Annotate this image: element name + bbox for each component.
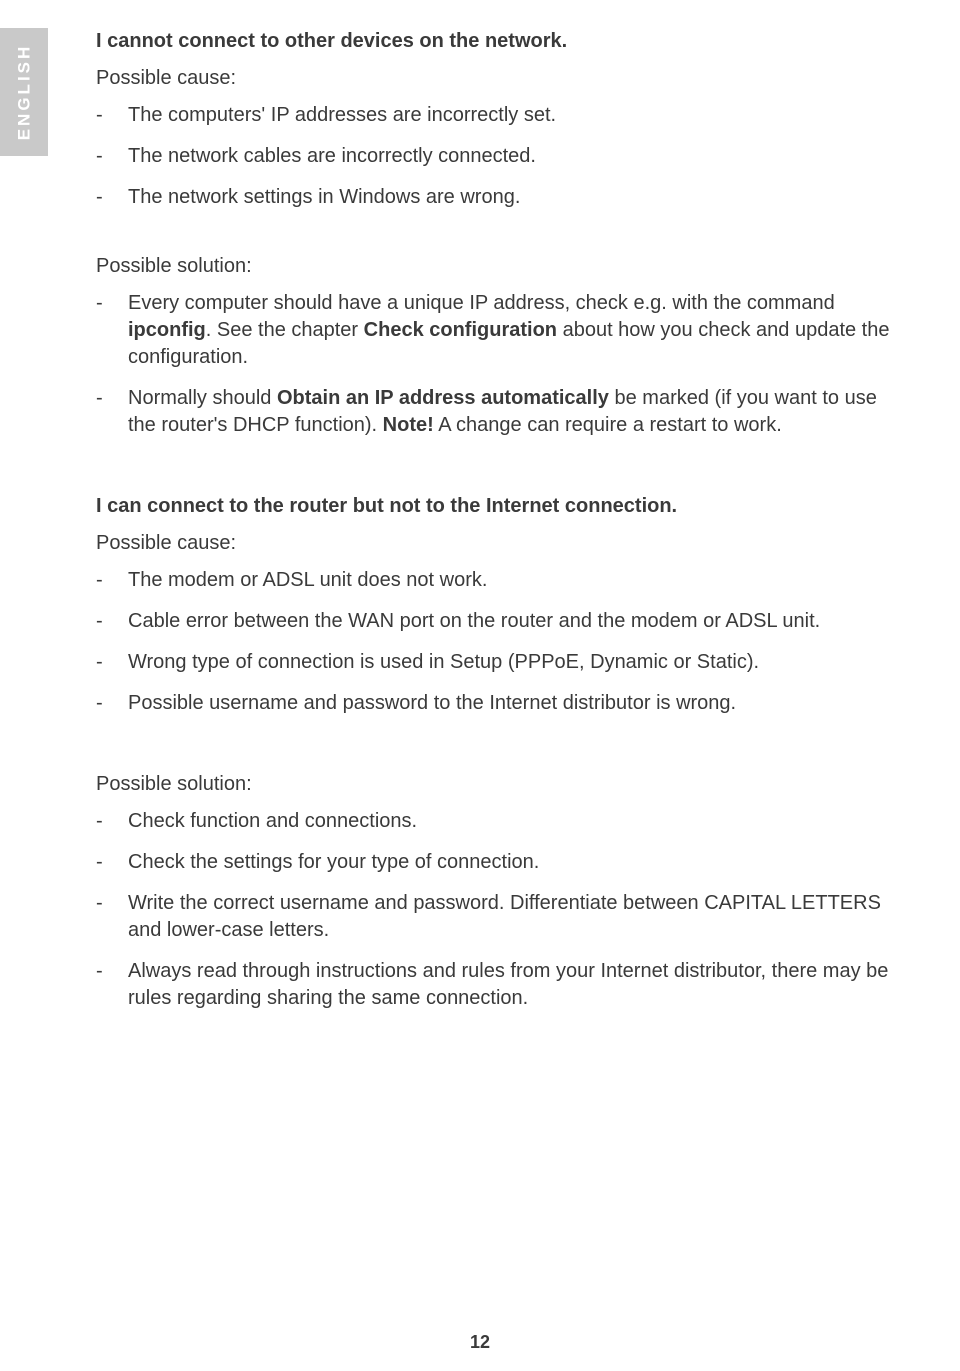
page-content: I cannot connect to other devices on the… xyxy=(96,28,896,1012)
list-item: -Check function and connections. xyxy=(96,808,896,835)
language-tab-label: ENGLISH xyxy=(14,44,34,141)
section1-causes-list: -The computers' IP addresses are incorre… xyxy=(96,102,896,211)
bold-text: Obtain an IP address automatically xyxy=(277,387,609,409)
list-item: -The network settings in Windows are wro… xyxy=(96,184,896,211)
bold-text: Note! xyxy=(383,414,434,436)
text: A change can require a restart to work. xyxy=(434,414,782,436)
page-container: ENGLISH I cannot connect to other device… xyxy=(0,0,960,1371)
list-item: - Normally should Obtain an IP address a… xyxy=(96,385,896,439)
text: Normally should xyxy=(128,387,277,409)
list-item: -Wrong type of connection is used in Set… xyxy=(96,649,896,676)
section2-causes-list: -The modem or ADSL unit does not work. -… xyxy=(96,567,896,717)
list-item: -Cable error between the WAN port on the… xyxy=(96,608,896,635)
section1-solution-label: Possible solution: xyxy=(96,253,896,280)
language-tab: ENGLISH xyxy=(0,28,48,156)
section1-solutions-list: - Every computer should have a unique IP… xyxy=(96,290,896,439)
bold-text: ipconfig xyxy=(128,319,206,341)
section2-solutions-list: -Check function and connections. -Check … xyxy=(96,808,896,1012)
list-item: - Every computer should have a unique IP… xyxy=(96,290,896,371)
list-item: -The modem or ADSL unit does not work. xyxy=(96,567,896,594)
bold-text: Check configuration xyxy=(364,319,557,341)
list-item: -The network cables are incorrectly conn… xyxy=(96,143,896,170)
section1-heading: I cannot connect to other devices on the… xyxy=(96,28,896,55)
list-item: -Write the correct username and password… xyxy=(96,890,896,944)
section2-solution-label: Possible solution: xyxy=(96,771,896,798)
section2-cause-label: Possible cause: xyxy=(96,530,896,557)
text: Every computer should have a unique IP a… xyxy=(128,292,835,314)
list-item: -Possible username and password to the I… xyxy=(96,690,896,717)
section1-cause-label: Possible cause: xyxy=(96,65,896,92)
section2-heading: I can connect to the router but not to t… xyxy=(96,493,896,520)
text: . See the chapter xyxy=(206,319,364,341)
page-number: 12 xyxy=(0,1332,960,1353)
list-item: -Check the settings for your type of con… xyxy=(96,849,896,876)
list-item: -The computers' IP addresses are incorre… xyxy=(96,102,896,129)
list-item: -Always read through instructions and ru… xyxy=(96,958,896,1012)
